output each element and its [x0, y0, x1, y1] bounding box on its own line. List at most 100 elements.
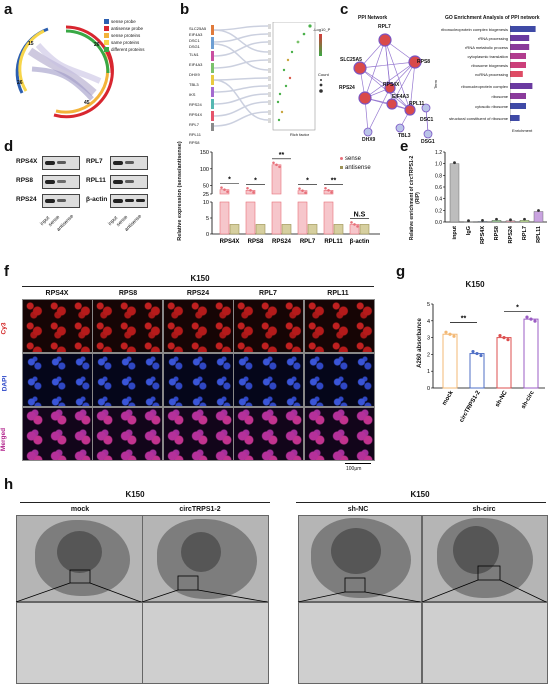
go-bar [510, 93, 526, 99]
h-col-header: sh-NC [347, 506, 369, 513]
go-enrichment-bars [510, 25, 536, 123]
x-tick-label: RPL7 [300, 239, 316, 245]
fluorescence-image [303, 407, 375, 461]
blot-label: β-actin [86, 196, 108, 203]
sense-bar [297, 201, 308, 235]
go-xlabel: Enrichment [512, 128, 533, 133]
go-term-label: cytosolic ribosome [475, 104, 508, 109]
x-tick-label: RPS24 [508, 225, 514, 243]
sense-point [356, 225, 359, 228]
chord-number-2: 26 [17, 80, 23, 86]
sankey-diagram [211, 22, 323, 131]
go-enrichment-title: GO Enrichment Analysis of PPI network [445, 15, 540, 21]
h-col-header: circTRPS1-2 [179, 506, 221, 513]
sig-label: N.S [354, 211, 366, 218]
legend-swatch [104, 19, 109, 25]
gene-label: DSC1 [189, 38, 200, 43]
legend-swatch [104, 47, 109, 53]
f-row-label-merged: Merged [0, 427, 8, 452]
rip-point [467, 219, 470, 223]
x-tick-label: mock [442, 389, 455, 406]
y-tick-label: 4 [427, 319, 430, 325]
rip-point [509, 218, 512, 222]
go-bar [510, 83, 533, 89]
h-col-header: sh-circ [472, 506, 496, 513]
sense-point [298, 187, 301, 190]
node-label: DSG1 [421, 139, 435, 145]
rip-point [495, 217, 498, 221]
zoom-callouts [15, 565, 547, 603]
panel-label-g: g [396, 263, 406, 280]
western-blot [110, 175, 148, 189]
panel-label-a: a [4, 1, 13, 18]
y-tick-label: 1 [427, 369, 430, 375]
x-tick-label: sh-NC [495, 389, 509, 408]
go-term-label: rRNA processing [477, 36, 508, 41]
fluorescence-image [92, 353, 164, 407]
x-tick-label: circTRPS1-2 [459, 389, 482, 423]
chord-number-3: 26 [94, 42, 100, 48]
sense-point [301, 189, 304, 192]
y-tick-label: 5 [427, 302, 430, 308]
sense-point [278, 165, 281, 169]
rip-point [453, 161, 456, 165]
sense-point [249, 189, 252, 192]
blot-label: RPL7 [86, 158, 103, 165]
logp-legend-title: -Log10_P [313, 27, 331, 32]
y-tick-label: 1.2 [435, 150, 442, 156]
e-ylabel: Relative enrichment of circTRPS1-2 (RIP) [409, 155, 421, 241]
blot-label: RPL11 [86, 177, 106, 184]
count-legend-title: Count [318, 72, 329, 77]
a260-bar [442, 333, 458, 389]
chord-diagram [15, 25, 114, 119]
fluorescence-image [162, 407, 234, 461]
x-tick-label: RPS4X [220, 239, 240, 245]
y-tick-label: 0.0 [435, 220, 442, 226]
gene-label: RPL11 [189, 132, 201, 137]
fluorescence-image [92, 299, 164, 353]
y-tick-label: 0.4 [435, 197, 442, 203]
western-blot [42, 156, 80, 170]
fluorescence-image [162, 299, 234, 353]
fluorescence-image [162, 353, 234, 407]
g-title: K150 [465, 280, 485, 289]
go-term-label: ribonucleoprotein complex biogenesis [441, 27, 508, 32]
fluorescence-image [22, 353, 93, 407]
rip-point [537, 209, 540, 212]
x-tick-label: sh-circ [521, 389, 536, 410]
em-zoom-shnc [298, 602, 422, 684]
h-left-title: K150 [125, 490, 145, 499]
fluorescence-image [22, 299, 93, 353]
sig-label: * [254, 177, 257, 184]
sig-label: ** [279, 152, 285, 159]
sense-point [350, 221, 353, 224]
sense-point [330, 191, 333, 194]
gene-label: EIF4A3 [189, 62, 203, 67]
panel-label-e: e [400, 138, 409, 155]
western-blot [110, 156, 148, 170]
a260-bar [496, 337, 512, 389]
a260-point [475, 351, 479, 356]
legend-swatch [104, 33, 109, 39]
x-tick-label: RPS24 [272, 239, 292, 245]
a260-point [502, 336, 506, 340]
go-bar [510, 115, 520, 121]
fluorescence-image [92, 407, 164, 461]
relative-expression-chart: 15010050251050*RPS4X*RPS8**RPS24*RPL7**R… [200, 150, 380, 245]
x-tick-label: RPS8 [248, 239, 264, 245]
h-right-title: K150 [410, 490, 430, 499]
y-tick-label: 3 [427, 336, 430, 342]
y-tick-label: 0.8 [435, 173, 442, 179]
fluorescence-image [233, 353, 305, 407]
gene-label: RPL7 [189, 122, 200, 127]
node-label: RPL11 [409, 101, 425, 107]
a260-point [452, 334, 456, 338]
gene-label: TLN1 [189, 52, 199, 57]
node-label: RPL7 [378, 24, 391, 30]
a260-bar [469, 353, 485, 389]
h-left-underline [20, 502, 270, 503]
y-tick-label: 0.6 [435, 185, 442, 191]
sense-point [327, 189, 330, 192]
f-row-label-cy3: Cy3 [0, 322, 8, 335]
